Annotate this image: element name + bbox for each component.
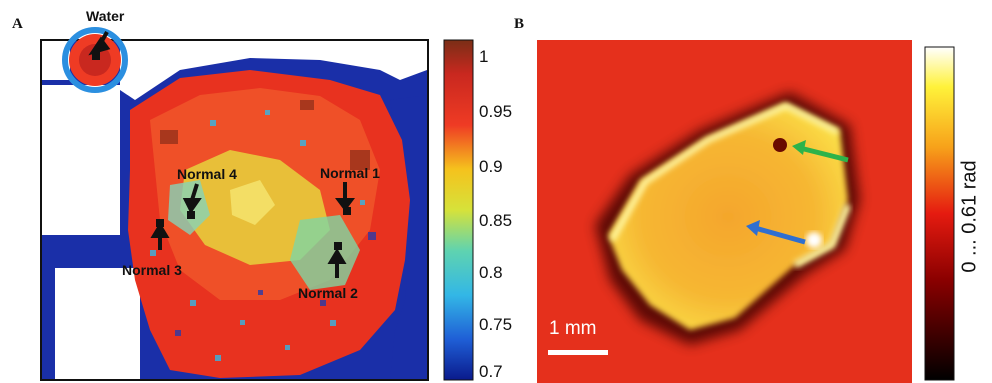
colorbar-tick: 0.95 xyxy=(479,102,513,121)
colorbar-tick: 0.7 xyxy=(479,362,503,381)
colorbar-tick: 1 xyxy=(479,47,489,66)
label-normal-2: Normal 2 xyxy=(298,285,358,301)
panel-b-colorbar-label: 0 ... 0.61 rad xyxy=(958,160,981,273)
marker-normal-2 xyxy=(334,242,342,250)
label-normal-1: Normal 1 xyxy=(320,165,380,181)
marker-normal-4 xyxy=(187,211,195,219)
marker-normal-1 xyxy=(343,207,351,215)
colorbar-tick: 0.9 xyxy=(479,157,503,176)
panel-b-colorbar xyxy=(924,46,955,381)
marker-normal-3 xyxy=(156,219,164,227)
colorbar-tick: 0.75 xyxy=(479,315,513,334)
label-normal-4: Normal 4 xyxy=(177,166,237,182)
marker-water xyxy=(92,52,100,60)
panel-a-arrows xyxy=(88,31,355,278)
panel-b-image xyxy=(537,40,912,383)
colorbar-tick: 0.85 xyxy=(479,211,513,230)
panel-a-letter: A xyxy=(12,16,23,32)
panel-b-letter: B xyxy=(514,16,525,32)
panel-a-map xyxy=(40,27,429,381)
colorbar-tick: 0.8 xyxy=(479,263,503,282)
label-water: Water xyxy=(86,8,125,24)
scale-bar-label: 1 mm xyxy=(549,318,597,339)
panel-a-colorbar xyxy=(443,39,474,381)
panel-b-arrows xyxy=(746,140,849,245)
scale-bar xyxy=(548,350,608,355)
label-normal-3: Normal 3 xyxy=(122,262,182,278)
